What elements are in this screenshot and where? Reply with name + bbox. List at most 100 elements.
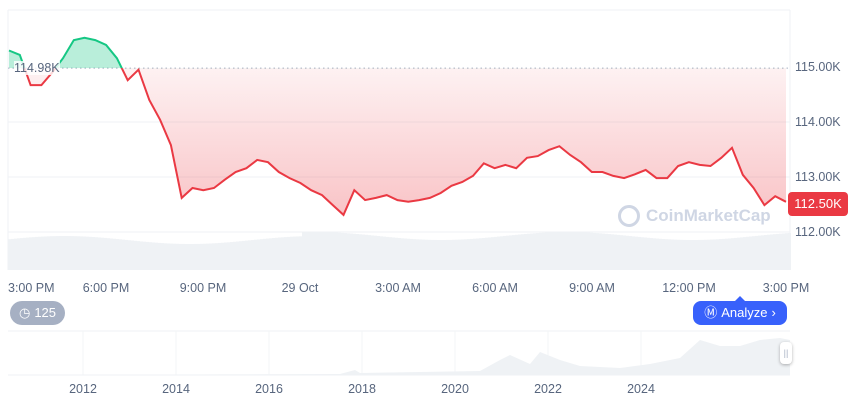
volume-bar (443, 239, 446, 270)
volume-bar (638, 236, 641, 270)
x-tick-label: 3:00 PM (763, 281, 810, 295)
volume-bar (212, 243, 215, 270)
volume-bar (497, 236, 500, 270)
volume-bar (398, 238, 401, 270)
volume-bar (557, 232, 560, 270)
current-price-badge: 112.50K (788, 192, 848, 216)
volume-bar (464, 239, 467, 270)
volume-bar (179, 243, 182, 270)
volume-bar (770, 234, 773, 270)
volume-bar (515, 234, 518, 270)
history-button[interactable]: ◷ 125 (10, 301, 65, 325)
volume-bar (284, 237, 287, 270)
volume-bar (779, 233, 782, 270)
volume-bar (383, 236, 386, 270)
volume-bar (773, 234, 776, 270)
volume-bar (482, 237, 485, 270)
volume-bar (278, 237, 281, 270)
volume-bar (341, 232, 344, 270)
volume-bar (650, 238, 653, 270)
volume-bar (248, 240, 251, 270)
volume-bar (620, 235, 623, 270)
volume-bar (602, 233, 605, 270)
volume-bar (764, 235, 767, 270)
volume-bar (380, 236, 383, 270)
volume-bar (155, 242, 158, 270)
volume-bar (440, 239, 443, 270)
history-icon: ◷ (18, 305, 31, 320)
volume-bar (533, 233, 536, 270)
volume-bar (326, 232, 329, 270)
volume-bar (74, 236, 77, 270)
volume-bar (470, 238, 473, 270)
volume-bar (428, 239, 431, 270)
volume-bar (8, 239, 11, 270)
volume-bar (632, 236, 635, 270)
volume-bar (320, 232, 323, 270)
y-tick-label: 112.00K (795, 225, 841, 239)
volume-bar (662, 238, 665, 270)
analyze-icon: Ⓜ (704, 305, 718, 320)
volume-bar (227, 242, 230, 270)
volume-bar (158, 242, 161, 270)
volume-bar (371, 235, 374, 270)
volume-bar (458, 239, 461, 270)
volume-bar (95, 237, 98, 270)
volume-bar (65, 236, 68, 270)
volume-bar (674, 239, 677, 270)
volume-bar (305, 232, 308, 270)
volume-bar (218, 242, 221, 270)
volume-bar (488, 237, 491, 270)
volume-bar (185, 243, 188, 270)
volume-bar (167, 243, 170, 270)
volume-bar (395, 237, 398, 270)
volume-bar (329, 232, 332, 270)
volume-bar (467, 239, 470, 270)
volume-bar (599, 233, 602, 270)
volume-bar (41, 236, 44, 270)
volume-bar (137, 241, 140, 270)
volume-bar (143, 241, 146, 270)
volume-bar (578, 232, 581, 270)
volume-bar (722, 238, 725, 270)
navigator-year-label: 2014 (162, 382, 190, 396)
volume-bar (269, 238, 272, 270)
volume-bar (194, 243, 197, 270)
volume-bar (503, 235, 506, 270)
volume-bar (323, 232, 326, 270)
x-tick-label: 6:00 PM (83, 281, 130, 295)
navigator-year-label: 2020 (441, 382, 469, 396)
volume-bar (377, 236, 380, 270)
volume-bar (581, 232, 584, 270)
navigator-year-label: 2022 (534, 382, 562, 396)
volume-bar (524, 233, 527, 270)
volume-bar (368, 235, 371, 270)
volume-bar (782, 233, 785, 270)
volume-bar (149, 242, 152, 270)
volume-bar (554, 232, 557, 270)
y-tick-label: 114.00K (795, 115, 841, 129)
navigator-handle[interactable]: || (780, 342, 792, 364)
volume-bar (725, 238, 728, 270)
volume-bar (317, 232, 320, 270)
volume-bar (83, 236, 86, 270)
volume-bar (485, 237, 488, 270)
volume-bar (347, 233, 350, 270)
volume-bar (386, 236, 389, 270)
volume-bars (8, 232, 791, 270)
volume-bar (23, 237, 26, 270)
volume-bar (11, 238, 14, 270)
volume-bar (104, 237, 107, 270)
volume-bar (758, 235, 761, 270)
volume-bar (44, 236, 47, 270)
volume-bar (50, 236, 53, 270)
volume-bar (494, 236, 497, 270)
analyze-button[interactable]: Ⓜ Analyze › (693, 296, 787, 325)
volume-bar (281, 237, 284, 270)
volume-bar (125, 239, 128, 270)
volume-bar (182, 243, 185, 270)
volume-bar (188, 243, 191, 270)
volume-bar (356, 233, 359, 270)
volume-bar (473, 238, 476, 270)
